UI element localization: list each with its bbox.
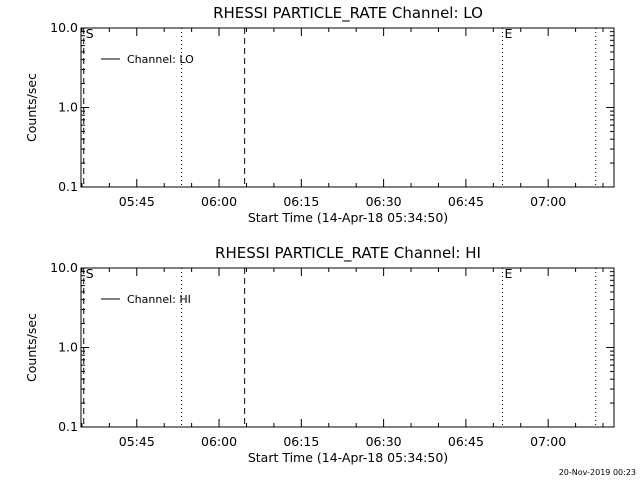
chart-panel-1: RHESSI PARTICLE_RATE Channel: HI Counts/s… <box>24 244 615 465</box>
plot-frame <box>80 27 615 188</box>
x-tick-label: 07:00 <box>530 194 566 209</box>
x-tick-label: 06:00 <box>201 194 237 209</box>
chart-panel-0: RHESSI PARTICLE_RATE Channel: LO Counts/s… <box>24 4 615 225</box>
plot-frame <box>80 267 615 428</box>
y-axis-label: Counts/sec <box>24 73 39 142</box>
chart-title: RHESSI PARTICLE_RATE Channel: LO <box>213 4 483 23</box>
chart-title: RHESSI PARTICLE_RATE Channel: HI <box>215 244 481 263</box>
legend-label: Channel: LO <box>127 53 194 66</box>
footer-timestamp: 20-Nov-2019 00:23 <box>559 468 636 477</box>
x-axis-label: Start Time (14-Apr-18 05:34:50) <box>248 210 448 225</box>
x-tick-label: 05:45 <box>119 434 155 449</box>
event-marker-label: E <box>504 266 512 281</box>
event-marker-label: S <box>86 266 94 281</box>
event-marker-label: S <box>86 26 94 41</box>
x-tick-label: 06:45 <box>448 434 484 449</box>
legend-label: Channel: HI <box>127 293 191 306</box>
x-tick-label: 06:15 <box>283 434 319 449</box>
y-tick-label: 1.0 <box>58 100 78 115</box>
x-tick-label: 06:15 <box>283 194 319 209</box>
x-axis-label: Start Time (14-Apr-18 05:34:50) <box>248 450 448 465</box>
y-tick-label: 0.1 <box>58 419 78 434</box>
x-tick-label: 06:30 <box>366 434 402 449</box>
x-tick-label: 07:00 <box>530 434 566 449</box>
y-axis-label: Counts/sec <box>24 313 39 382</box>
x-tick-label: 06:00 <box>201 434 237 449</box>
y-tick-label: 0.1 <box>58 179 78 194</box>
x-tick-label: 06:30 <box>366 194 402 209</box>
x-tick-label: 06:45 <box>448 194 484 209</box>
y-tick-label: 10.0 <box>50 260 78 275</box>
x-tick-label: 05:45 <box>119 194 155 209</box>
event-marker-label: E <box>504 26 512 41</box>
y-tick-label: 1.0 <box>58 340 78 355</box>
y-tick-label: 10.0 <box>50 20 78 35</box>
